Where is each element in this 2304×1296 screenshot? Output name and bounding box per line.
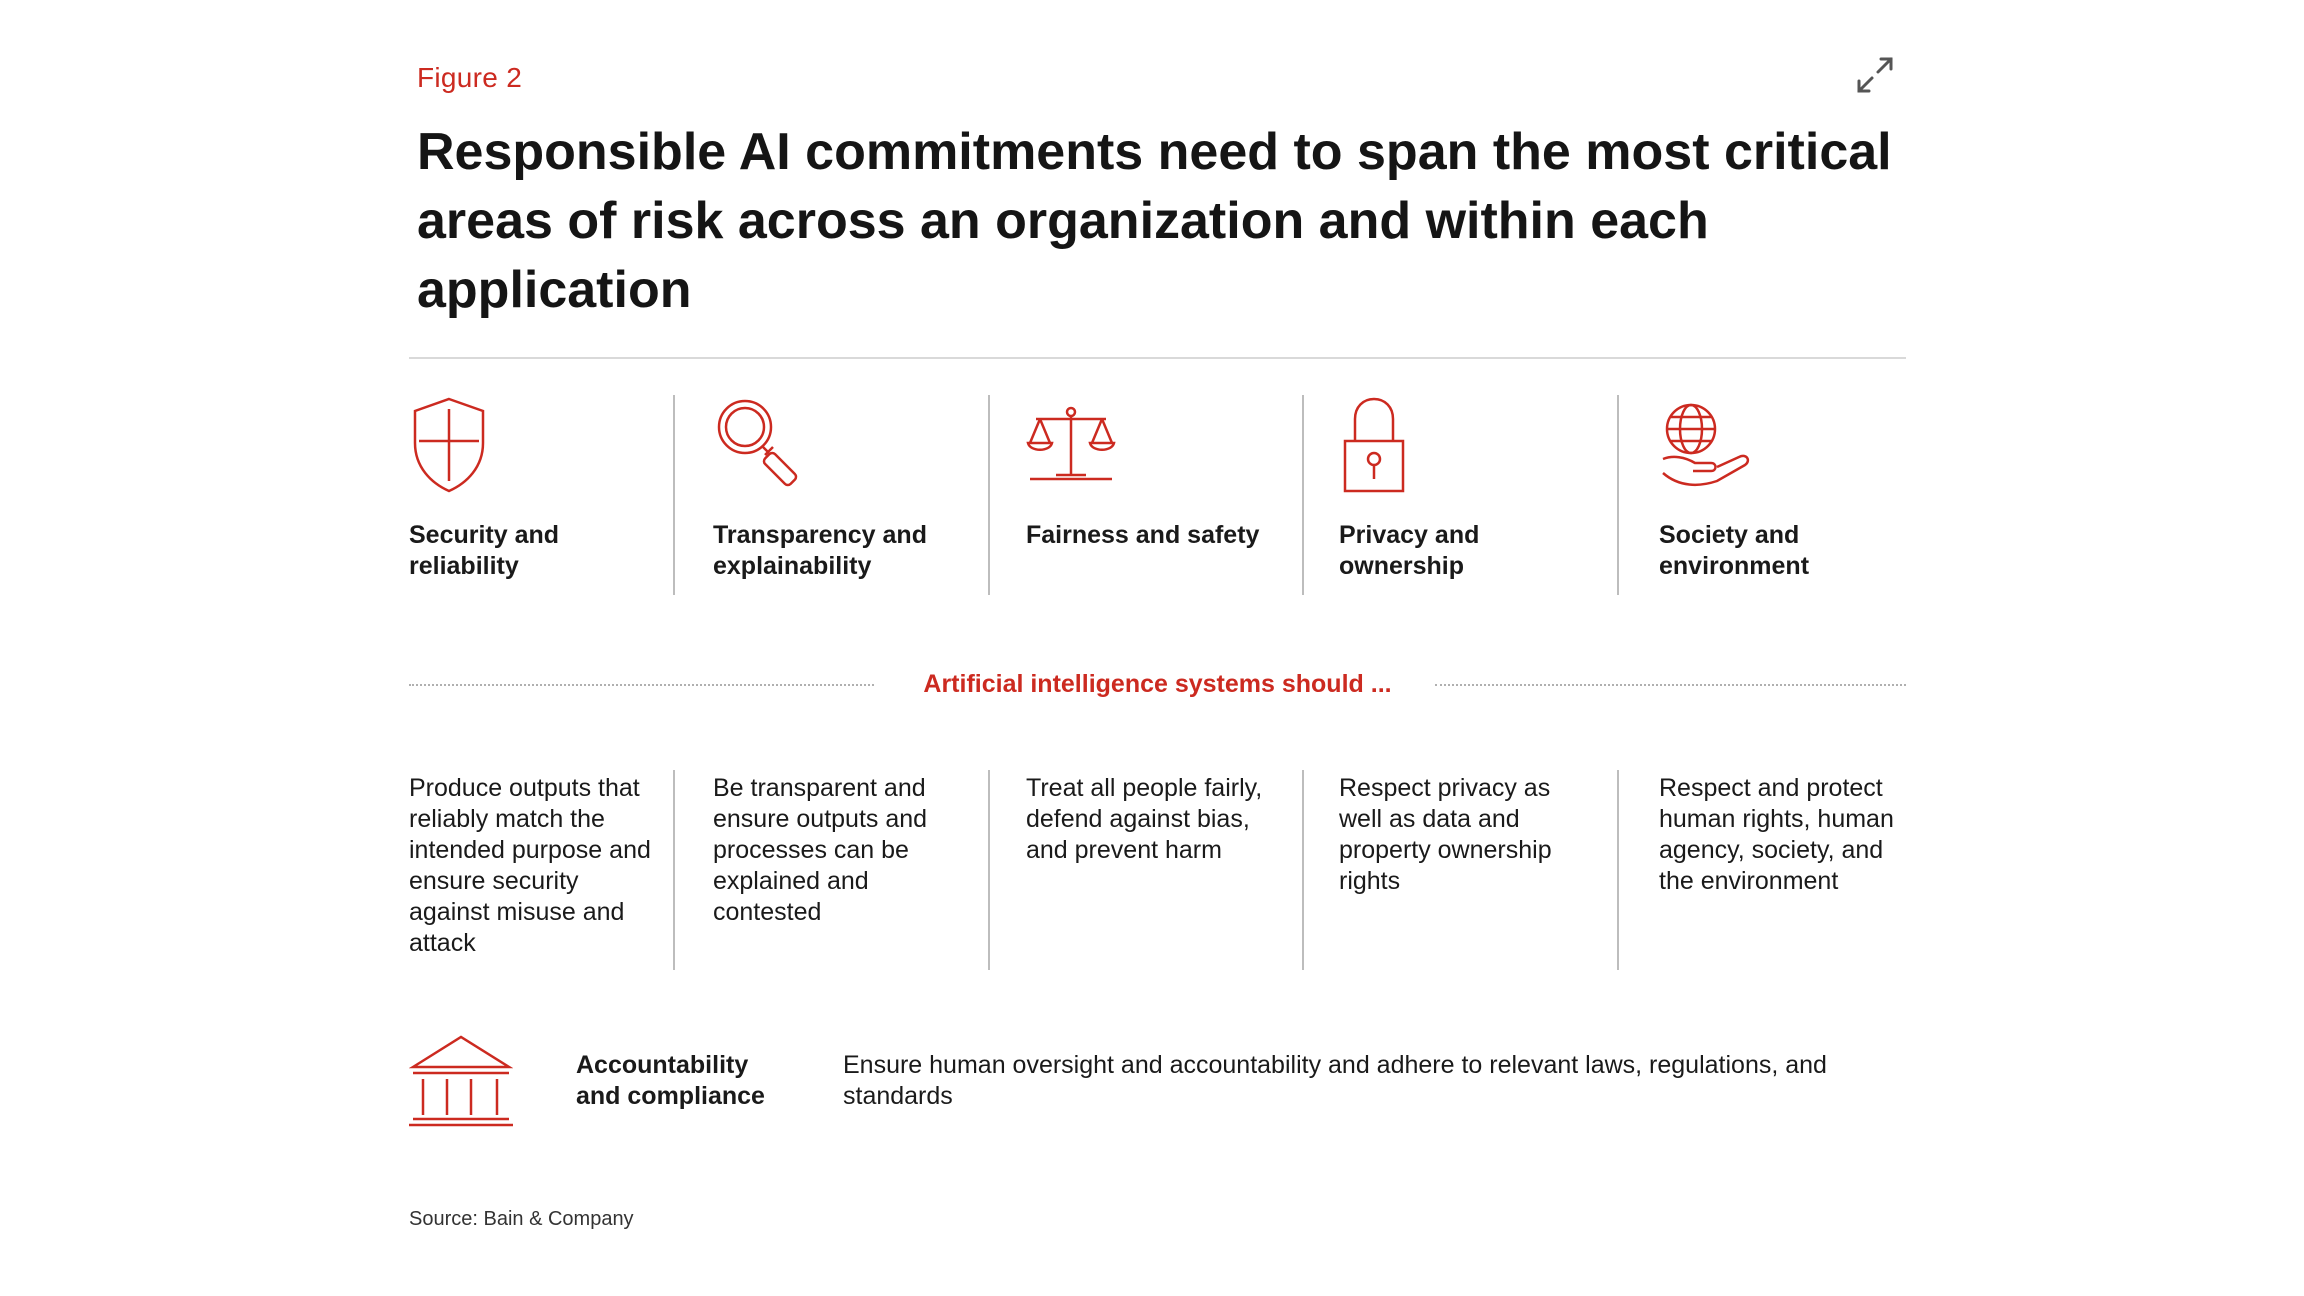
column-separator [1617, 770, 1619, 970]
shield-icon [413, 397, 485, 493]
figure-title: Responsible AI commitments need to span … [417, 123, 1892, 319]
accountability-label: Accountability and compliance [576, 1051, 765, 1110]
pillar-description: Be transparent and ensure outputs and pr… [713, 774, 928, 926]
column-separator [1302, 395, 1304, 595]
figure-label: Figure 2 [417, 62, 523, 93]
pillar-transparency: Transparency and explainability [713, 395, 927, 595]
pillar-label: Fairness and safety [1026, 521, 1260, 549]
magnifier-icon [717, 399, 798, 487]
source-note: Source: Bain & Company [409, 1208, 634, 1230]
scales-icon [1026, 406, 1116, 481]
padlock-icon [1343, 397, 1405, 493]
pillar-society: Society and environment [1659, 395, 1809, 595]
column-separator [1617, 395, 1619, 595]
pillar-description: Respect privacy as well as data and prop… [1339, 774, 1552, 895]
pillar-label: Transparency and explainability [713, 521, 927, 580]
header-divider [409, 357, 1906, 359]
divider-text: Artificial intelligence systems should .… [923, 670, 1392, 698]
dotted-line-right [1435, 684, 1906, 686]
building-icon [409, 1035, 513, 1127]
dotted-line-left [409, 684, 874, 686]
pillar-label: Security and reliability [409, 521, 560, 580]
pillar-description: Respect and protect human rights, human … [1659, 774, 1894, 895]
pillar-description: Treat all people fairly, defend against … [1026, 774, 1263, 864]
pillar-security: Security and reliability [409, 395, 559, 595]
column-separator [673, 770, 675, 970]
column-separator [988, 395, 990, 595]
pillar-fairness: Fairness and safety [1026, 395, 1259, 595]
column-separator [988, 770, 990, 970]
systems-should-divider: Artificial intelligence systems should .… [409, 670, 1906, 700]
pillar-label: Society and environment [1659, 521, 1810, 580]
column-separator [1302, 770, 1304, 970]
pillar-description: Produce outputs that reliably match the … [409, 774, 651, 957]
expand-icon[interactable] [1855, 55, 1895, 95]
pillar-label: Privacy and ownership [1339, 521, 1480, 580]
globe-hand-icon [1662, 403, 1750, 487]
accountability-description: Ensure human oversight and accountabilit… [843, 1051, 1827, 1110]
pillar-privacy: Privacy and ownership [1339, 395, 1479, 595]
column-separator [673, 395, 675, 595]
